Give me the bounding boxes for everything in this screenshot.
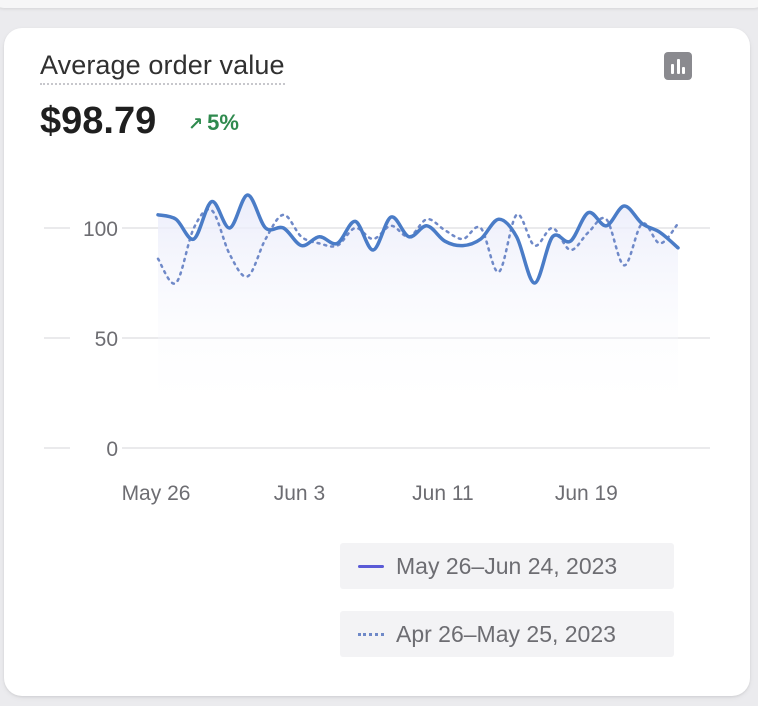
legend-label-previous: Apr 26–May 25, 2023	[396, 621, 616, 647]
legend-item-current[interactable]: May 26–Jun 24, 2023	[340, 543, 674, 589]
previous-period-line	[156, 208, 680, 285]
x-tick-label: Jun 3	[274, 482, 325, 505]
y-tick-label: 50	[95, 328, 118, 351]
x-tick-label: Jun 11	[412, 482, 474, 505]
legend-solid-line-icon	[358, 565, 384, 568]
delta-badge: ↗ 5%	[188, 110, 239, 136]
y-tick-label: 100	[83, 218, 118, 241]
x-tick-label: May 26	[122, 482, 191, 505]
y-tick-label-bg	[70, 215, 122, 241]
card-title[interactable]: Average order value	[40, 50, 285, 85]
legend-item-previous[interactable]: Apr 26–May 25, 2023	[340, 611, 674, 657]
bar-chart-icon[interactable]	[664, 52, 692, 80]
legend-label-current: May 26–Jun 24, 2023	[396, 553, 618, 579]
y-tick-label: 0	[106, 438, 118, 461]
delta-value: 5%	[207, 110, 239, 135]
y-tick-label-bg	[70, 435, 122, 461]
legend-dotted-line-icon	[358, 633, 384, 636]
y-tick-label-bg	[70, 325, 122, 351]
arrow-up-right-icon: ↗	[188, 114, 204, 134]
x-tick-label: Jun 19	[555, 482, 618, 505]
current-period-line	[156, 193, 680, 285]
metric-value: $98.79	[40, 100, 157, 142]
previous-card-edge	[0, 0, 758, 18]
